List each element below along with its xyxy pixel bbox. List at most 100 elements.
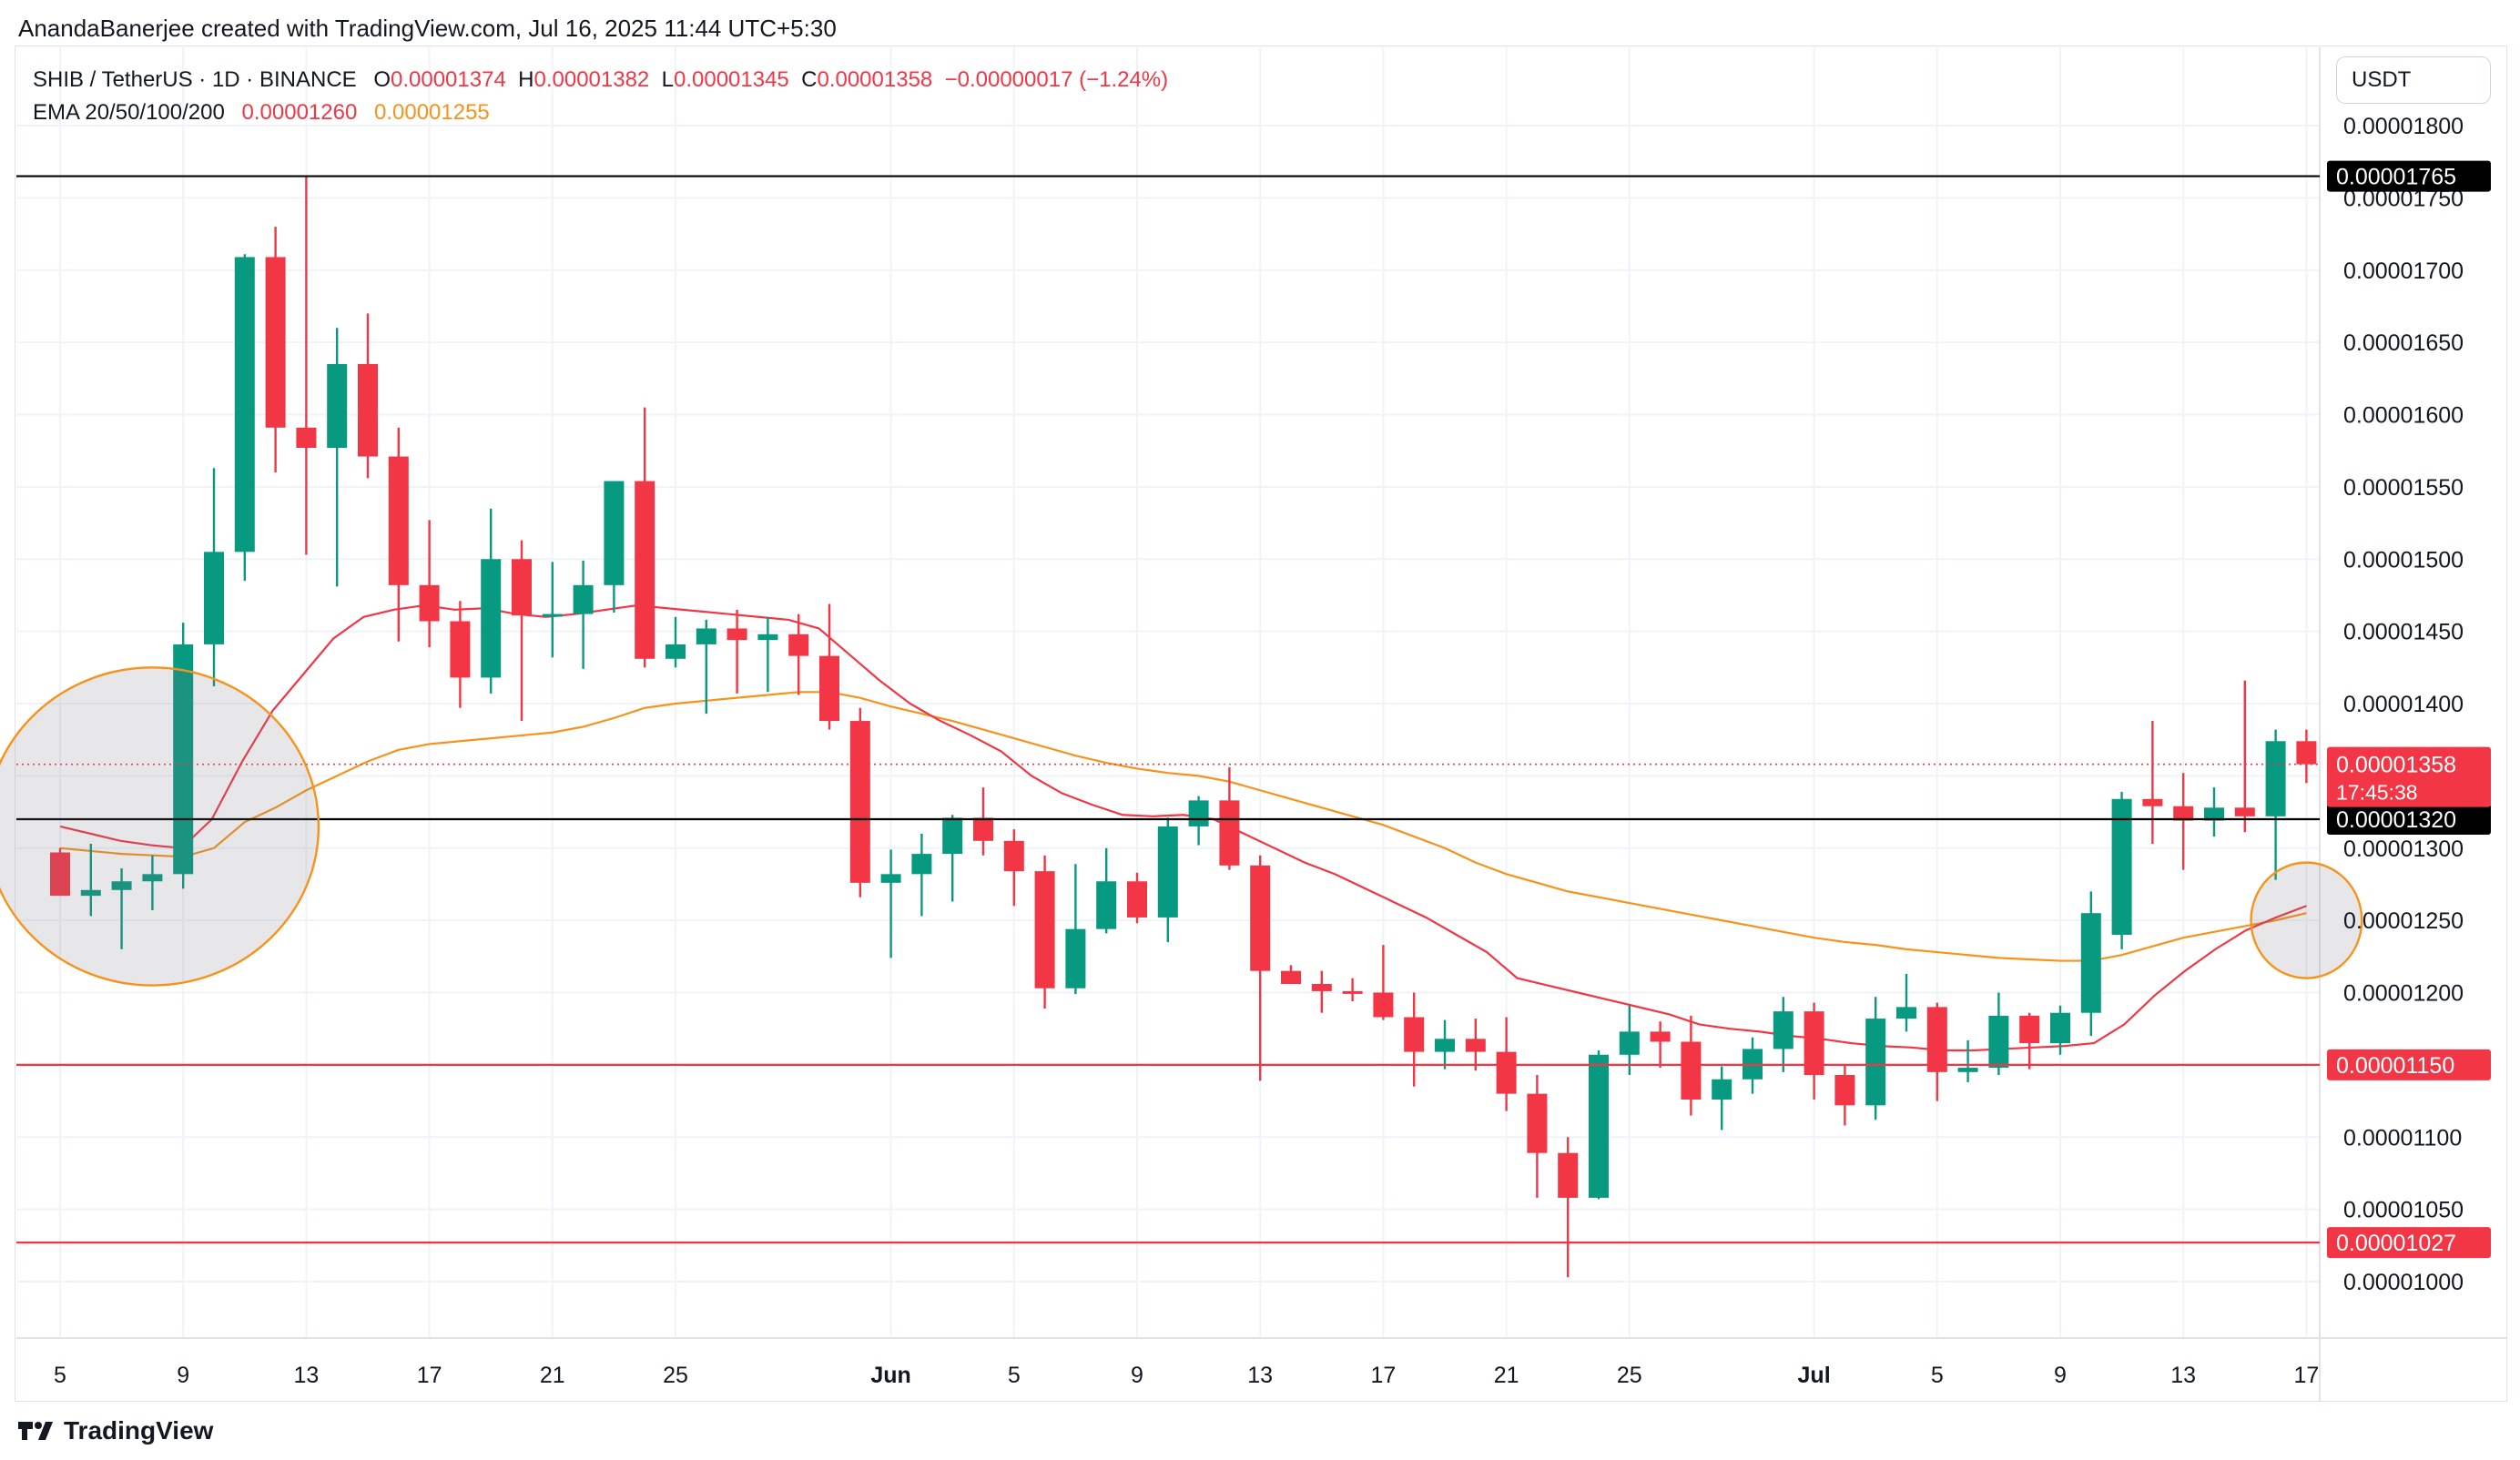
candle-body[interactable] <box>2296 741 2317 765</box>
candle-body[interactable] <box>388 456 409 585</box>
candle-body[interactable] <box>2234 807 2255 816</box>
price-tick-label: 0.00001100 <box>2343 1125 2462 1151</box>
candle-body[interactable] <box>419 584 440 622</box>
candle-body[interactable] <box>265 257 286 428</box>
time-tick-label: 21 <box>540 1363 565 1388</box>
candle-body[interactable] <box>358 363 378 457</box>
price-tick-label: 0.00001500 <box>2343 547 2464 573</box>
candle-body[interactable] <box>512 559 532 616</box>
candle-body[interactable] <box>1373 992 1394 1018</box>
candle-body[interactable] <box>1773 1011 1793 1049</box>
candle-body[interactable] <box>635 481 655 659</box>
level-badge-label: 0.00001765 <box>2336 165 2456 190</box>
candle-body[interactable] <box>1496 1051 1517 1094</box>
candle-body[interactable] <box>1003 840 1024 872</box>
price-tick-label: 0.00001200 <box>2343 981 2464 1007</box>
candle-body[interactable] <box>1957 1068 1978 1072</box>
candle-body[interactable] <box>2080 913 2101 1013</box>
currency-button[interactable]: USDT <box>2336 56 2491 104</box>
candle-body[interactable] <box>111 881 132 890</box>
candle-body[interactable] <box>2265 741 2286 816</box>
candle-body[interactable] <box>573 584 594 614</box>
high-value: 0.00001382 <box>533 67 650 92</box>
candle-body[interactable] <box>819 655 839 722</box>
tradingview-logo[interactable]: TradingView <box>18 1416 213 1445</box>
candle-body[interactable] <box>757 634 778 641</box>
candle-body[interactable] <box>1865 1019 1886 1106</box>
candle-body[interactable] <box>1650 1031 1671 1042</box>
candle-body[interactable] <box>911 854 932 875</box>
candle-body[interactable] <box>1589 1054 1609 1198</box>
highlight-circles <box>0 666 2363 987</box>
candle-body[interactable] <box>1127 881 1147 918</box>
candle-body[interactable] <box>80 889 101 897</box>
symbol-label[interactable]: SHIB / TetherUS · 1D · BINANCE <box>33 67 357 92</box>
time-tick-label: 17 <box>417 1363 442 1388</box>
candle-body[interactable] <box>1926 1007 1947 1072</box>
candle-body[interactable] <box>1681 1041 1702 1100</box>
candle-body[interactable] <box>1465 1039 1486 1052</box>
time-tick-label: Jun <box>870 1363 910 1388</box>
candle-body[interactable] <box>1157 826 1178 918</box>
candle-body[interactable] <box>542 613 563 617</box>
candle-body[interactable] <box>481 559 502 678</box>
time-tick-label: 21 <box>1494 1363 1519 1388</box>
candle-body[interactable] <box>1342 990 1363 994</box>
candle-body[interactable] <box>2111 798 2132 935</box>
candle-body[interactable] <box>1619 1031 1640 1055</box>
candle-body[interactable] <box>849 721 870 883</box>
time-tick-label: 5 <box>1931 1363 1944 1388</box>
candle-body[interactable] <box>973 817 993 841</box>
candle-body[interactable] <box>2050 1012 2070 1044</box>
candle-body[interactable] <box>2173 806 2194 821</box>
close-value: 0.00001358 <box>817 67 933 92</box>
candle-body[interactable] <box>296 427 317 449</box>
candle-body[interactable] <box>327 363 348 449</box>
level-badge <box>2327 804 2491 835</box>
candle-body[interactable] <box>1834 1074 1855 1106</box>
price-tick-label: 0.00001300 <box>2343 836 2464 862</box>
candle-body[interactable] <box>666 644 686 659</box>
time-tick-label: 9 <box>1131 1363 1143 1388</box>
horizontal-levels <box>16 175 2320 1244</box>
candle-body[interactable] <box>1281 970 1301 984</box>
candle-body[interactable] <box>1096 881 1117 929</box>
candle-body[interactable] <box>1527 1093 1548 1153</box>
candle-body[interactable] <box>696 628 716 644</box>
candle-body[interactable] <box>880 874 901 883</box>
candle-body[interactable] <box>1250 865 1271 971</box>
candle-body[interactable] <box>450 621 471 678</box>
candle-body[interactable] <box>942 817 963 855</box>
candle-body[interactable] <box>604 481 625 585</box>
candle-body[interactable] <box>2019 1015 2040 1044</box>
candle-body[interactable] <box>1034 871 1055 989</box>
candle-body[interactable] <box>1435 1039 1455 1052</box>
candle-body[interactable] <box>1219 800 1240 866</box>
candle-body[interactable] <box>1558 1152 1579 1198</box>
candle-body[interactable] <box>1896 1007 1916 1019</box>
candle-body[interactable] <box>173 644 194 875</box>
candle-body[interactable] <box>204 552 224 644</box>
price-tick-label: 0.00001600 <box>2343 403 2464 429</box>
candle-body[interactable] <box>142 874 163 882</box>
candle-body[interactable] <box>1804 1011 1824 1075</box>
candle-body[interactable] <box>50 852 70 897</box>
candle-body[interactable] <box>1404 1017 1425 1052</box>
candle-body[interactable] <box>727 628 747 641</box>
candle-body[interactable] <box>2204 807 2224 821</box>
candle-body[interactable] <box>1188 800 1209 826</box>
ema50-value: 0.00001255 <box>373 100 490 125</box>
candle-body[interactable] <box>1988 1015 2009 1069</box>
candle-body[interactable] <box>788 634 809 656</box>
candle-body[interactable] <box>234 257 255 553</box>
candle-body[interactable] <box>2142 798 2163 806</box>
change-value: −0.00000017 (−1.24%) <box>944 67 1169 92</box>
ema-label[interactable]: EMA 20/50/100/200 <box>33 100 225 125</box>
candle-body[interactable] <box>1065 928 1086 989</box>
candle-body[interactable] <box>1712 1079 1732 1100</box>
price-tick-label: 0.00001400 <box>2343 692 2464 717</box>
candle-body[interactable] <box>1311 983 1332 991</box>
price-tick-label: 0.00001650 <box>2343 330 2464 356</box>
time-tick-label: 17 <box>1370 1363 1396 1388</box>
